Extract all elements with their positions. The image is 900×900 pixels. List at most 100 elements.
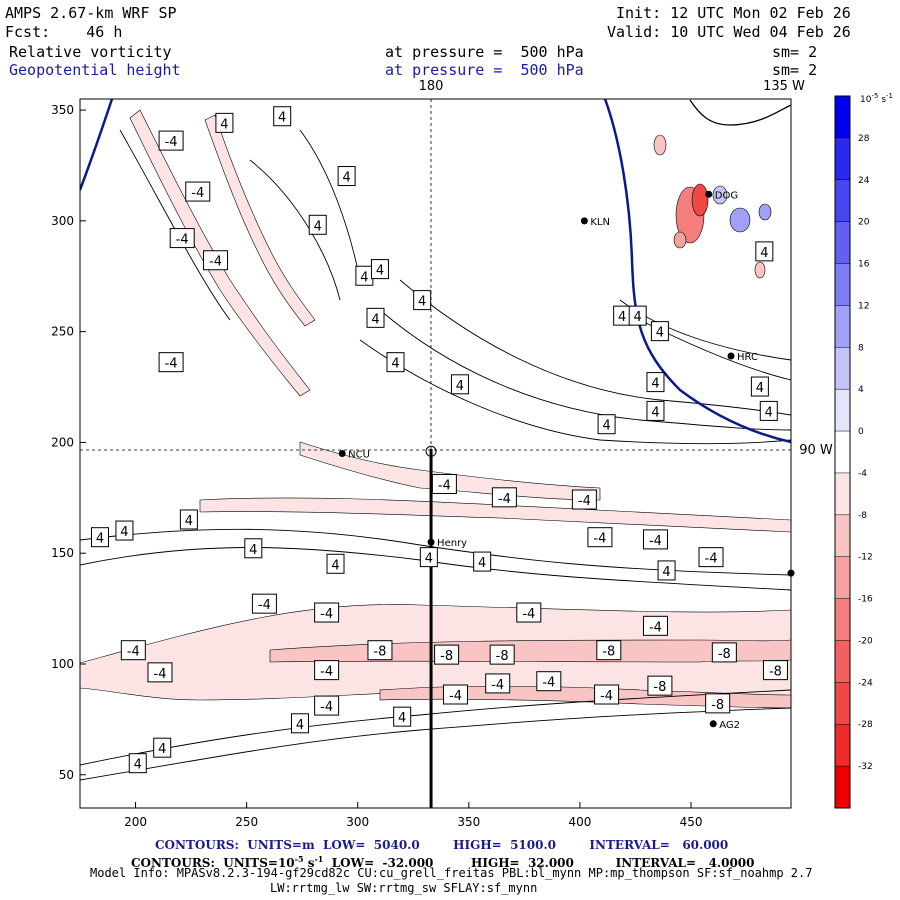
colorbar-label: 20 bbox=[858, 218, 870, 228]
colorbar-swatch bbox=[835, 724, 850, 767]
contour-label-box bbox=[759, 400, 778, 421]
contour-label-box bbox=[115, 520, 134, 541]
field1-level: at pressure = 500 hPa bbox=[385, 43, 584, 61]
contour-label: -4 bbox=[258, 598, 271, 613]
colorbar-swatch bbox=[835, 221, 850, 265]
contour-label: -4 bbox=[209, 255, 222, 270]
contour-label: 4 bbox=[618, 310, 626, 325]
contour-label-box bbox=[587, 527, 613, 548]
x-tick-label: 300 bbox=[346, 815, 369, 829]
contour-label: -4 bbox=[498, 492, 511, 507]
colorbar-label: -24 bbox=[858, 678, 873, 688]
contour-label-box bbox=[647, 675, 673, 696]
colorbar-swatch bbox=[835, 640, 850, 683]
contour-label-box bbox=[120, 640, 146, 661]
contour-label: 4 bbox=[296, 718, 304, 733]
station-label: NCU bbox=[348, 450, 370, 461]
colorbar-label: 0 bbox=[858, 427, 864, 437]
x-tick-label: 350 bbox=[457, 815, 480, 829]
colorbar-label: -28 bbox=[858, 720, 873, 730]
contour-label: -4 bbox=[438, 479, 451, 494]
contour-label-box bbox=[597, 414, 616, 435]
contour-label: -8 bbox=[373, 645, 386, 660]
contour-label: -4 bbox=[649, 534, 662, 549]
colorbar-swatch bbox=[835, 263, 850, 306]
plot-title: AMPS 2.67-km WRF SP bbox=[5, 4, 177, 22]
forecast-hour: Fcst: 46 h bbox=[5, 23, 123, 41]
colorbar-label: -32 bbox=[858, 762, 873, 772]
contour-label-box bbox=[489, 644, 515, 665]
contour-label-box bbox=[203, 250, 229, 271]
contour-label: 4 bbox=[456, 379, 464, 394]
x-axis: 200 250 300 350 400 450 bbox=[124, 802, 702, 829]
contour-label: 4 bbox=[371, 312, 379, 327]
contour-label-box bbox=[413, 290, 432, 311]
contour-label: -4 bbox=[578, 494, 591, 509]
contour-label: -8 bbox=[602, 645, 615, 660]
contour-label-box bbox=[594, 684, 620, 705]
contour-label: 4 bbox=[425, 552, 433, 567]
contour-label: 4 bbox=[331, 558, 339, 573]
contour-label: -4 bbox=[522, 607, 535, 622]
contour-label-box bbox=[337, 166, 356, 187]
lon-180-label: 180 bbox=[419, 79, 444, 94]
station-dot bbox=[727, 352, 735, 360]
contour-label-box bbox=[367, 640, 393, 661]
contour-label: 4 bbox=[398, 711, 406, 726]
init-time: Init: 12 UTC Mon 02 Feb 26 bbox=[616, 4, 851, 22]
contour-label: 4 bbox=[249, 543, 257, 558]
colorbar-swatch bbox=[835, 431, 850, 474]
contour-label: 4 bbox=[220, 117, 228, 132]
stations-layer: KLN DOG HRC NCU Henry AG2 bbox=[338, 190, 795, 731]
contour-label: 4 bbox=[765, 405, 773, 420]
station-dot bbox=[580, 217, 588, 225]
y-tick-label: 350 bbox=[51, 103, 74, 117]
contour-label: 4 bbox=[158, 742, 166, 757]
contour-label: -8 bbox=[718, 647, 731, 662]
colorbar-swatch bbox=[835, 96, 850, 139]
contour-label-box bbox=[314, 660, 340, 681]
field2-name: Geopotential height bbox=[9, 61, 181, 79]
colorbar-label: 12 bbox=[858, 301, 869, 311]
colorbar-swatch bbox=[835, 514, 850, 558]
contour-label-box bbox=[650, 321, 669, 342]
contours-vorticity: CONTOURS: UNITS=10-5 s-1 LOW= -32.000 HI… bbox=[131, 854, 755, 870]
field2-smoothing: sm= 2 bbox=[772, 61, 818, 79]
contour-label: -4 bbox=[600, 689, 613, 704]
contour-label: -4 bbox=[649, 620, 662, 635]
contour-label-box bbox=[147, 662, 173, 683]
y-tick-label: 300 bbox=[51, 214, 74, 228]
contour-label-box bbox=[750, 376, 769, 397]
x-tick-label: 450 bbox=[680, 815, 703, 829]
contour-label-box bbox=[571, 489, 597, 510]
cross-section-line bbox=[425, 445, 437, 808]
contour-label: 4 bbox=[96, 532, 104, 547]
contour-label: 4 bbox=[634, 310, 642, 325]
y-tick-label: 100 bbox=[51, 657, 74, 671]
contour-label: -4 bbox=[491, 678, 504, 693]
y-tick-label: 250 bbox=[51, 325, 74, 339]
station-dot bbox=[705, 190, 713, 198]
contour-label: 4 bbox=[120, 525, 128, 540]
contour-label-box bbox=[596, 640, 622, 661]
contour-label-box bbox=[536, 671, 562, 692]
contour-label-box bbox=[491, 487, 517, 508]
contour-label-box bbox=[314, 695, 340, 716]
contour-label: 4 bbox=[342, 171, 350, 186]
contour-label: -4 bbox=[449, 689, 462, 704]
contour-label: -4 bbox=[165, 135, 178, 150]
station-label: AG2 bbox=[719, 720, 740, 731]
contour-label-box bbox=[290, 713, 309, 734]
colorbar-swatch bbox=[835, 389, 850, 432]
contour-label-box bbox=[215, 112, 234, 133]
colorbar-label: -16 bbox=[858, 595, 873, 605]
contour-label-box bbox=[158, 352, 184, 373]
contour-label: -4 bbox=[320, 607, 333, 622]
contour-label-box bbox=[485, 673, 511, 694]
y-tick-label: 200 bbox=[51, 435, 74, 449]
contour-label-box bbox=[158, 130, 184, 151]
colorbar-swatch bbox=[835, 137, 850, 181]
contour-label-box bbox=[244, 538, 263, 559]
contour-label: 4 bbox=[656, 326, 664, 341]
